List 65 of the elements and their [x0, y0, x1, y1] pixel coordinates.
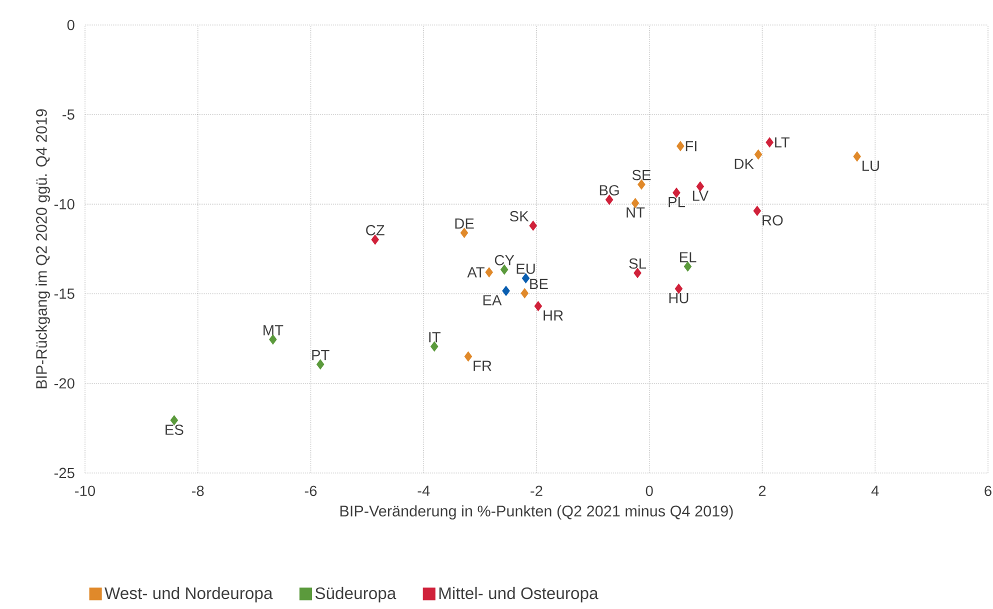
- point: [674, 284, 683, 294]
- x-tick-label: 4: [871, 486, 879, 496]
- point: [754, 149, 762, 160]
- annotation: EL: [680, 252, 696, 262]
- annotation: FI: [686, 141, 696, 152]
- legend-label: Mittel- und Osteuropa: [439, 586, 598, 602]
- annotation: HR: [544, 310, 563, 321]
- point: [672, 188, 680, 198]
- x-tick-label: 2: [758, 486, 766, 496]
- y-tick-label: -15: [54, 288, 74, 299]
- y-tick-label: -5: [62, 109, 74, 120]
- point: [534, 301, 542, 312]
- annotation: IT: [429, 332, 441, 342]
- annotation: SL: [629, 258, 646, 269]
- x-tick-label: 0: [646, 486, 653, 496]
- x-tick-label: -4: [418, 486, 430, 496]
- point: [853, 151, 861, 162]
- y-tick-label: -20: [54, 378, 74, 389]
- y-tick-label: -25: [54, 468, 74, 478]
- point: [502, 286, 510, 296]
- annotation: LV: [692, 190, 709, 201]
- annotation: SE: [632, 170, 651, 180]
- x-tick-label: 6: [984, 486, 992, 496]
- y-tick-label: -10: [54, 199, 74, 210]
- annotation: ES: [166, 424, 184, 435]
- annotation: LU: [862, 160, 879, 172]
- point: [766, 137, 774, 148]
- point: [753, 206, 762, 216]
- point: [371, 234, 379, 245]
- x-axis-title: BIP-Veränderung in %-Punkten (Q2 2021 minus Q4 2019): [340, 505, 733, 520]
- annotation: CY: [494, 254, 514, 266]
- point: [464, 351, 472, 362]
- legend-label: West- und Nordeuropa: [104, 586, 273, 602]
- annotation: MT: [264, 325, 284, 336]
- x-tick-label: -6: [304, 486, 317, 496]
- point: [522, 273, 530, 284]
- x-tick-label: -8: [192, 486, 204, 496]
- point: [485, 267, 493, 278]
- legend-label: Südeuropa: [315, 586, 396, 602]
- annotation: DE: [455, 218, 474, 229]
- point: [529, 220, 537, 231]
- annotation: RO: [762, 215, 783, 226]
- point: [520, 288, 529, 298]
- x-tick-label: -10: [75, 486, 96, 496]
- annotation: BE: [530, 278, 548, 289]
- annotation: FR: [474, 360, 492, 371]
- annotation: CZ: [366, 225, 384, 236]
- y-axis-title: BIP-Rückgang im Q2 2020 ggü. Q4 2019: [36, 109, 50, 388]
- y-tick-label: 0: [67, 20, 74, 30]
- annotation: EU: [516, 264, 535, 274]
- annotation: PT: [312, 350, 330, 360]
- annotation: HU: [669, 293, 688, 304]
- annotation: AT: [467, 267, 484, 278]
- annotation: BG: [600, 185, 619, 196]
- annotation: PL: [668, 196, 685, 208]
- x-tick-label: -2: [530, 486, 542, 496]
- point: [676, 141, 684, 152]
- annotation: EA: [483, 295, 502, 306]
- annotation: LT: [775, 137, 790, 148]
- annotation: DK: [734, 158, 754, 169]
- point: [500, 264, 508, 275]
- annotation: SK: [510, 211, 529, 222]
- point: [170, 415, 178, 426]
- annotation: NT: [626, 207, 645, 218]
- point: [605, 194, 614, 205]
